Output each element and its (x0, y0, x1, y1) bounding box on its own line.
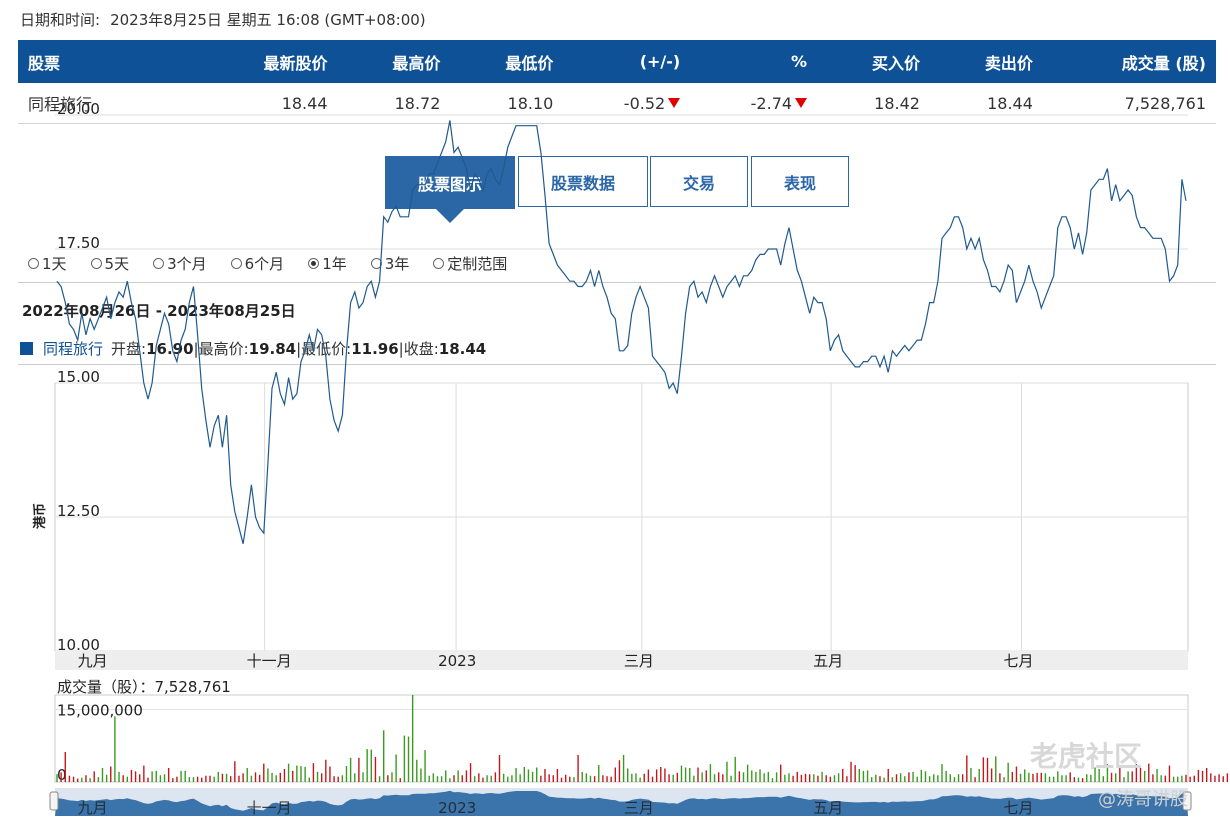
tab-stock-data[interactable]: 股票数据 (518, 156, 648, 207)
open-value: 16.90 (146, 339, 194, 358)
price-tick-label: 17.50 (57, 234, 100, 252)
high-value: 19.84 (248, 339, 297, 358)
navigator-tick-label: 2023 (438, 799, 476, 817)
datetime-label: 日期和时间: (20, 11, 101, 29)
quote-name: 同程旅行 (18, 83, 198, 124)
divider (18, 364, 1216, 365)
datetime: 日期和时间: 2023年8月25日 星期五 16:08 (GMT+08:00) (20, 9, 436, 30)
navigator-tick-label: 三月 (624, 799, 654, 817)
range-1y[interactable]: 1年 (308, 253, 347, 274)
range-label: 定制范围 (447, 255, 508, 273)
range-label: 1年 (322, 255, 347, 273)
navigator-tick-label: 七月 (1003, 799, 1033, 817)
navigator-handle-right[interactable] (1182, 791, 1192, 811)
quote-table: 股票 最新股价 最高价 最低价 (+/-) % 买入价 卖出价 成交量 (股) … (18, 40, 1216, 124)
quote-pct: -2.74 (750, 93, 793, 113)
price-tick-label: 10.00 (57, 636, 100, 654)
navigator-tick-label: 五月 (813, 799, 843, 817)
price-line (56, 120, 1187, 544)
range-6m[interactable]: 6个月 (230, 253, 285, 274)
header-bid: 买入价 (817, 40, 930, 83)
x-tick-label: 三月 (624, 652, 654, 670)
header-high: 最高价 (337, 40, 451, 83)
series-name: 同程旅行 (43, 340, 104, 358)
datetime-value: 2023年8月25日 星期五 16:08 (GMT+08:00) (110, 11, 426, 29)
down-arrow-icon (668, 97, 681, 108)
period-range: 2022年08月26日 - 2023年08月25日 (22, 302, 296, 320)
range-3m[interactable]: 3个月 (153, 253, 207, 274)
price-tick-label: 12.50 (57, 502, 100, 520)
quote-ask: 18.44 (929, 83, 1043, 124)
header-change: (+/-) (563, 40, 691, 83)
tab-trading[interactable]: 交易 (650, 156, 748, 207)
price-tick-label: 15.00 (57, 368, 100, 386)
watermark-author: @涛哥讲股 (1098, 789, 1188, 810)
quote-header-row: 股票 最新股价 最高价 最低价 (+/-) % 买入价 卖出价 成交量 (股) (18, 40, 1216, 83)
volume-tick-label: 15,000,000 (57, 702, 143, 720)
quote-change: -0.52 (623, 93, 666, 113)
tab-performance[interactable]: 表现 (751, 156, 849, 207)
price-tick-label: 20.00 (57, 100, 100, 118)
quote-change-cell: -0.52 (563, 83, 691, 124)
navigator-tick-label: 九月 (78, 799, 108, 817)
y-axis-label: 港币 (32, 503, 48, 529)
navigator-tick-label: 十一月 (247, 799, 292, 817)
header-low: 最低价 (450, 40, 564, 83)
quote-last: 18.44 (198, 83, 338, 124)
low-value: 11.96 (351, 339, 399, 358)
quote-high: 18.72 (337, 83, 451, 124)
close-value: 18.44 (438, 339, 487, 358)
quote-volume: 7,528,761 (1042, 83, 1216, 124)
divider (18, 282, 1216, 283)
close-label: |收盘: (398, 340, 439, 358)
header-last: 最新股价 (198, 40, 338, 83)
radio-button[interactable] (28, 258, 39, 269)
range-label: 6个月 (244, 255, 285, 273)
range-5d[interactable]: 5天 (90, 253, 130, 274)
navigator-handle-left[interactable] (49, 791, 59, 811)
navigator-area (55, 790, 1188, 816)
x-axis-band (55, 651, 1188, 670)
header-ask: 卖出价 (929, 40, 1043, 83)
range-label: 3个月 (167, 255, 207, 273)
radio-button[interactable] (230, 258, 242, 269)
header-volume: 成交量 (股) (1042, 40, 1216, 83)
header-stock: 股票 (18, 40, 198, 83)
quote-low: 18.10 (450, 83, 564, 124)
tab-stock-chart[interactable]: 股票图示 (385, 156, 515, 223)
watermark-logo: 老虎社区 (1030, 740, 1143, 773)
down-arrow-icon (795, 97, 808, 108)
x-tick-label: 九月 (78, 652, 108, 670)
x-tick-label: 2023 (438, 652, 476, 670)
quote-row: 同程旅行 18.44 18.72 18.10 -0.52 -2.74 18.42… (18, 83, 1216, 124)
high-label: |最高价: (193, 340, 249, 358)
series-color-swatch (20, 342, 33, 355)
range-label: 1天 (42, 255, 67, 273)
quote-bid: 18.42 (817, 83, 930, 124)
quote-pct-cell: -2.74 (690, 83, 818, 124)
range-custom[interactable]: 定制范围 (433, 253, 507, 274)
radio-button[interactable] (90, 258, 102, 269)
x-tick-label: 十一月 (247, 652, 292, 670)
radio-button[interactable] (153, 258, 165, 269)
range-label: 3年 (384, 255, 410, 273)
radio-button[interactable] (433, 258, 445, 269)
volume-title: 成交量（股）：7,528,761 (57, 678, 231, 696)
low-label: |最低价: (296, 340, 352, 358)
open-label: 开盘: (111, 340, 147, 358)
range-1d[interactable]: 1天 (28, 253, 67, 274)
radio-button-selected[interactable] (308, 258, 320, 269)
volume-plot-area (54, 694, 1189, 783)
header-pct: % (690, 40, 818, 83)
x-tick-label: 五月 (813, 652, 843, 670)
x-tick-label: 七月 (1003, 652, 1033, 670)
range-label: 5天 (104, 255, 130, 273)
price-summary: 同程旅行 开盘: 16.90 |最高价: 19.84 |最低价: 11.96 |收盘:… (20, 338, 486, 359)
